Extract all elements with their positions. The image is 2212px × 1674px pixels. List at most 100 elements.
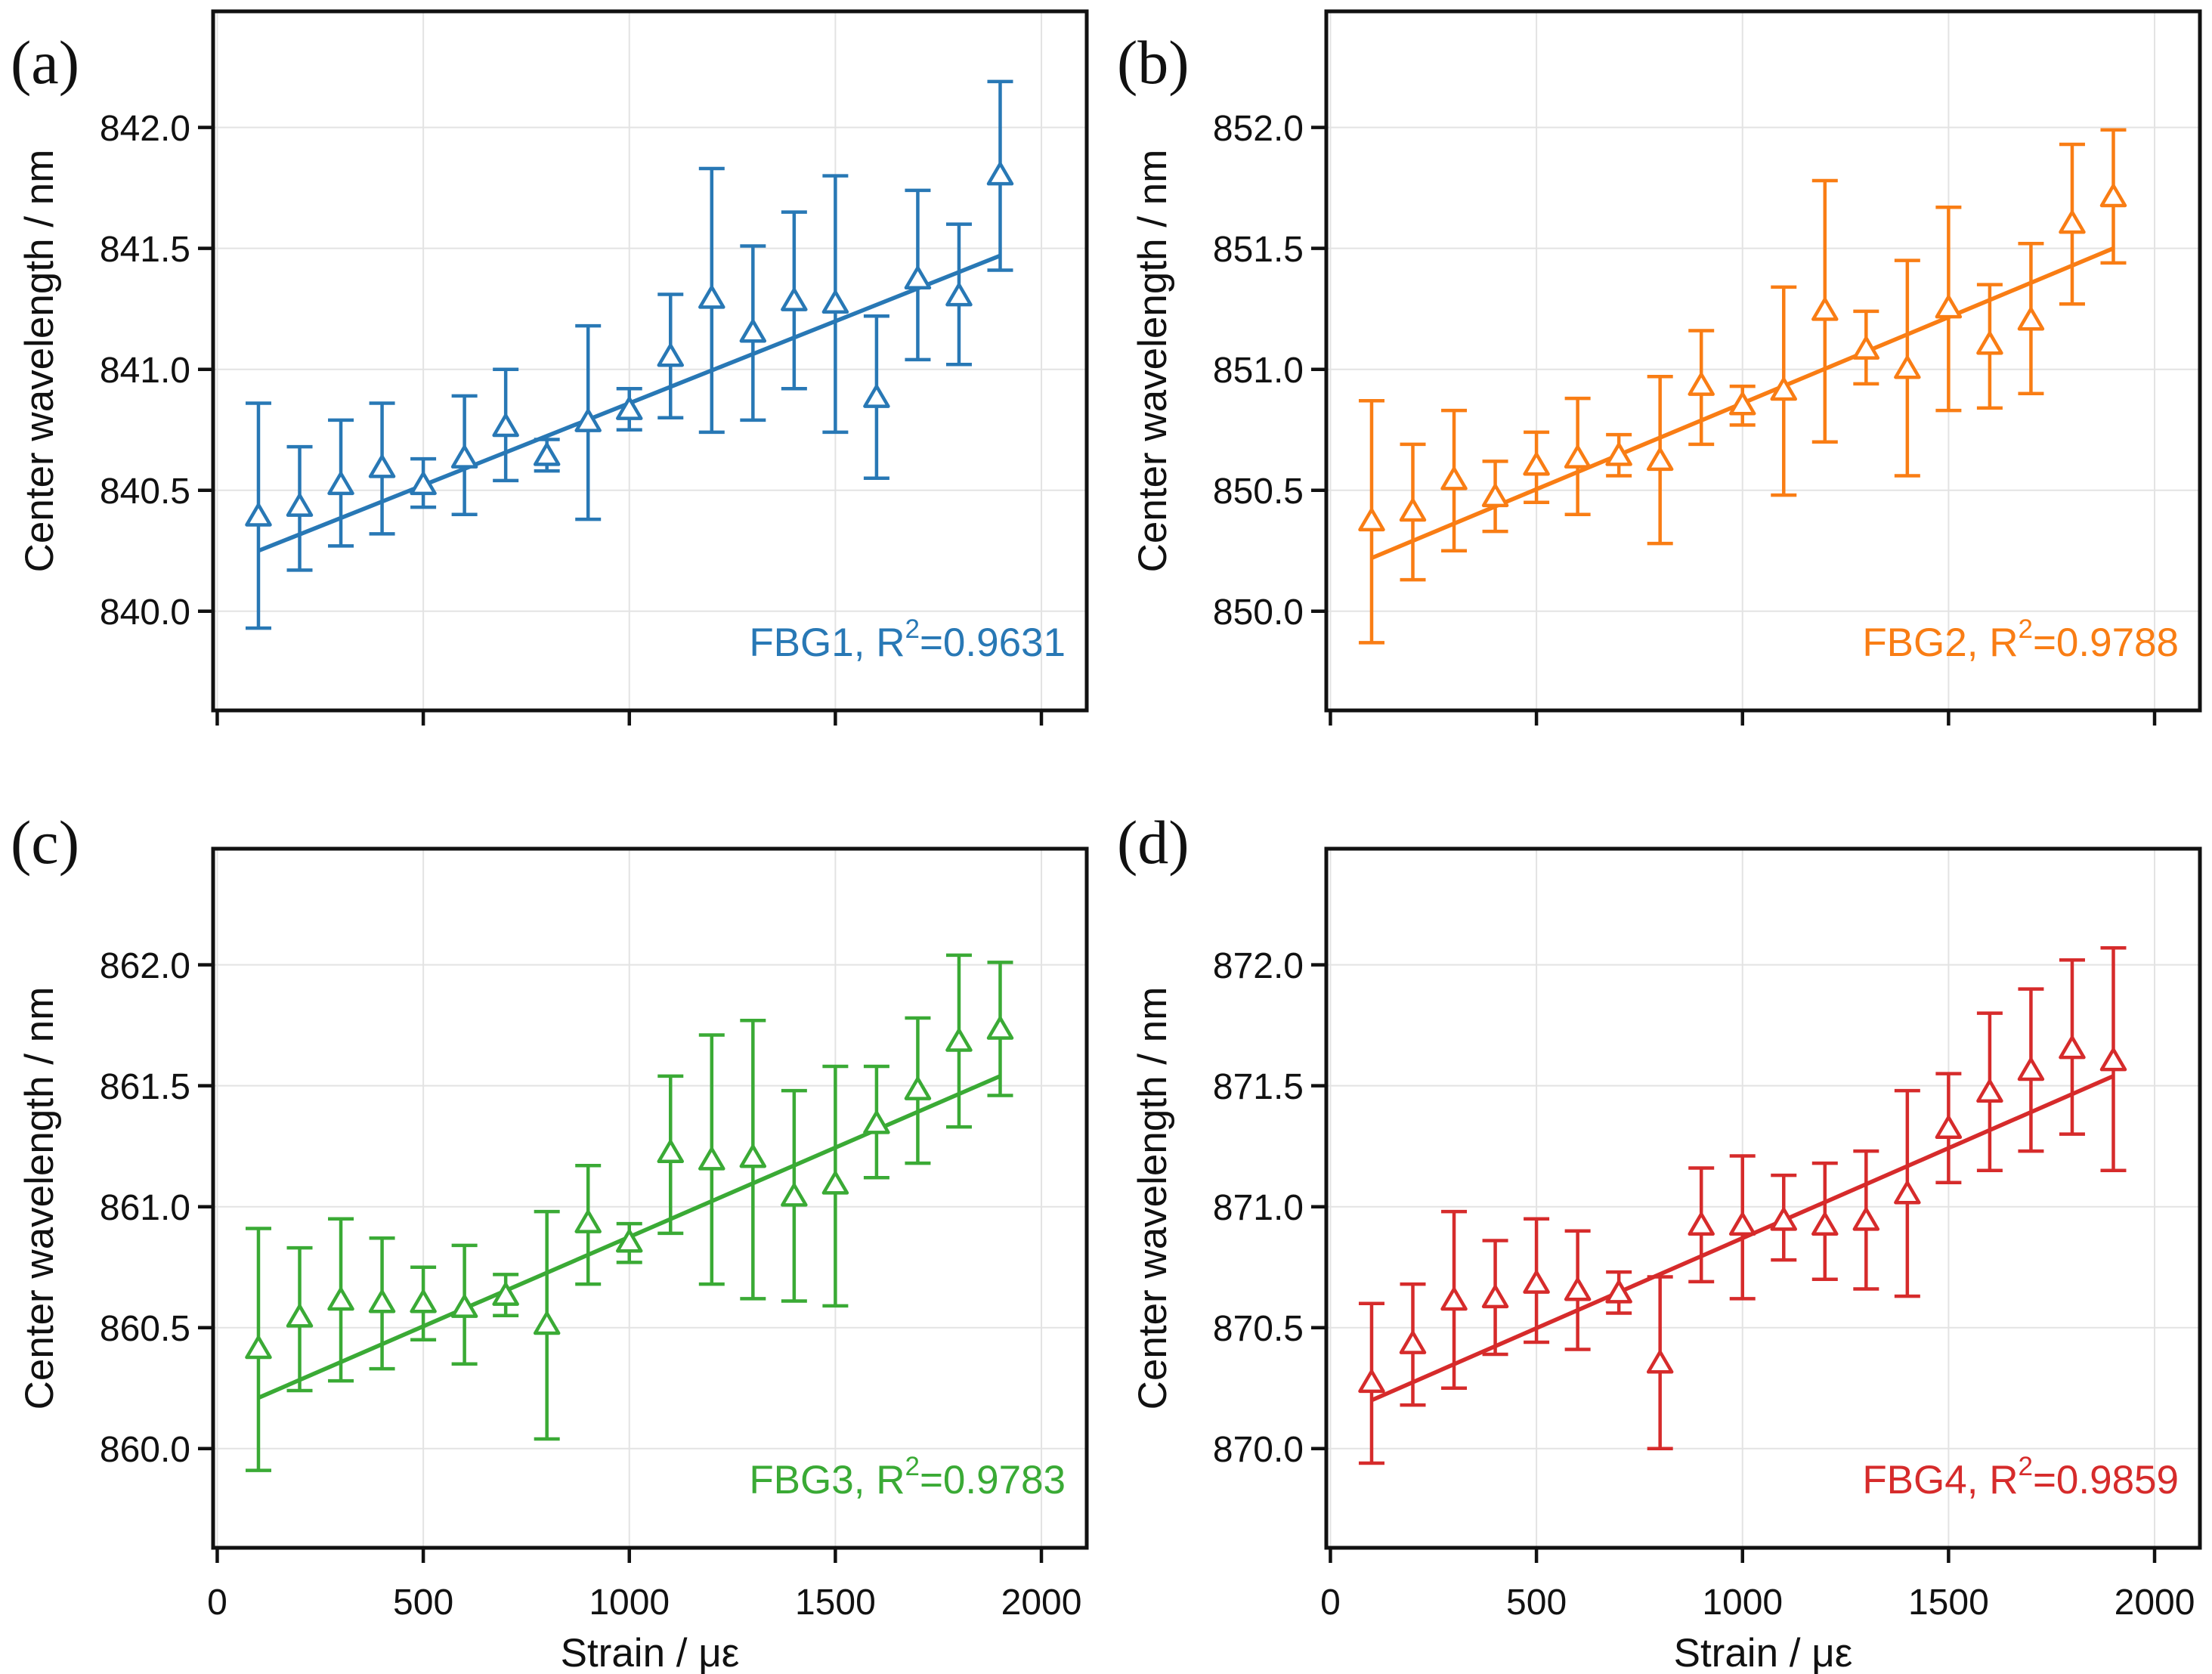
data-point-marker	[286, 1304, 314, 1328]
data-point-marker	[1935, 295, 1963, 319]
x-tick-label: 1500	[1908, 1583, 1989, 1623]
data-point-marker	[1605, 1279, 1632, 1304]
data-point-marker	[863, 384, 890, 408]
data-point-marker	[1564, 444, 1592, 469]
data-point-marker	[698, 285, 725, 309]
data-point-marker	[368, 1289, 396, 1314]
data-point-marker	[739, 319, 767, 343]
data-point-marker	[1440, 466, 1468, 490]
data-point-marker	[615, 396, 643, 420]
y-tick-label: 851.0	[1213, 351, 1304, 391]
r-squared-annotation: FBG3, R2=0.9783	[749, 1452, 1066, 1502]
data-point-marker	[986, 1016, 1014, 1040]
y-tick-label: 841.5	[100, 230, 190, 270]
data-point-marker	[1728, 1212, 1756, 1236]
data-point-marker	[1894, 355, 1921, 379]
data-point-marker	[1564, 1277, 1592, 1301]
data-point-marker	[657, 343, 685, 367]
data-point-marker	[1523, 452, 1550, 476]
panel-letter-d: (d)	[1117, 808, 1190, 877]
data-point-marker	[2059, 210, 2086, 234]
y-tick-label: 860.0	[100, 1430, 190, 1470]
y-tick-label: 870.0	[1213, 1430, 1304, 1470]
data-point-marker	[1399, 1330, 1427, 1354]
data-point-marker	[2017, 1057, 2045, 1081]
x-tick-label: 1000	[1702, 1583, 1783, 1623]
y-tick-label: 862.0	[100, 946, 190, 986]
data-point-marker	[245, 503, 272, 527]
data-point-marker	[657, 1140, 685, 1164]
y-tick-label: 850.0	[1213, 593, 1304, 633]
data-point-marker	[821, 1171, 849, 1195]
data-point-marker	[327, 1287, 354, 1311]
data-point-marker	[904, 266, 932, 290]
data-point-marker	[1605, 442, 1632, 466]
data-point-marker	[1935, 1115, 1963, 1140]
y-tick-label: 841.0	[100, 351, 190, 391]
data-point-marker	[245, 1335, 272, 1360]
data-point-marker	[1358, 508, 1385, 532]
data-point-marker	[1811, 1212, 1839, 1236]
data-point-marker	[1852, 1207, 1880, 1231]
y-axis-title: Center wavelength / nm	[17, 150, 62, 573]
data-point-marker	[327, 472, 354, 496]
y-tick-label: 870.5	[1213, 1309, 1304, 1349]
data-point-marker	[1976, 331, 2003, 355]
y-axis-title: Center wavelength / nm	[1131, 987, 1175, 1410]
x-tick-label: 0	[207, 1583, 227, 1623]
data-point-marker	[1523, 1270, 1550, 1294]
x-tick-label: 500	[1506, 1583, 1567, 1623]
data-point-marker	[2059, 1035, 2086, 1060]
panel-letter-c: (c)	[11, 808, 80, 877]
x-tick-label: 2000	[1001, 1583, 1082, 1623]
data-point-marker	[1894, 1180, 1921, 1205]
data-point-marker	[781, 287, 808, 311]
data-point-marker	[698, 1146, 725, 1171]
y-tick-label: 850.5	[1213, 472, 1304, 512]
data-point-marker	[945, 283, 973, 307]
plot-frame	[1324, 846, 2202, 1550]
data-point-marker	[410, 1289, 437, 1314]
data-point-marker	[1646, 447, 1674, 472]
plot-frame	[1324, 9, 2202, 713]
y-tick-label: 860.5	[100, 1309, 190, 1349]
data-point-marker	[781, 1183, 808, 1207]
data-point-marker	[904, 1076, 932, 1100]
data-point-marker	[1811, 297, 1839, 321]
data-point-marker	[450, 444, 478, 469]
data-point-marker	[2099, 184, 2127, 208]
r-squared-annotation: FBG2, R2=0.9788	[1862, 614, 2179, 665]
data-point-marker	[1646, 1350, 1674, 1374]
data-point-marker	[945, 1028, 973, 1052]
data-point-marker	[1728, 391, 1756, 416]
data-point-marker	[410, 472, 437, 496]
y-tick-label: 871.5	[1213, 1067, 1304, 1107]
y-tick-label: 872.0	[1213, 946, 1304, 986]
r-squared-annotation: FBG1, R2=0.9631	[749, 614, 1066, 665]
data-point-marker	[492, 413, 519, 438]
panel-letter-a: (a)	[11, 28, 80, 97]
x-tick-label: 1000	[589, 1583, 670, 1623]
data-point-marker	[286, 493, 314, 517]
data-point-marker	[533, 442, 561, 466]
y-tick-label: 852.0	[1213, 109, 1304, 149]
y-tick-label: 851.5	[1213, 230, 1304, 270]
x-tick-label: 2000	[2115, 1583, 2195, 1623]
fit-line	[1370, 1074, 2115, 1403]
y-tick-label: 861.5	[100, 1067, 190, 1107]
data-point-marker	[615, 1229, 643, 1253]
data-point-marker	[2017, 307, 2045, 331]
panel-letter-b: (b)	[1117, 28, 1190, 97]
y-tick-label: 871.0	[1213, 1188, 1304, 1228]
data-point-marker	[1481, 484, 1509, 508]
data-point-marker	[1358, 1369, 1385, 1394]
data-point-marker	[986, 162, 1014, 186]
y-tick-label: 840.0	[100, 593, 190, 633]
data-point-marker	[492, 1282, 519, 1306]
data-point-marker	[1481, 1285, 1509, 1309]
plot-frame	[211, 9, 1089, 713]
data-point-marker	[1770, 1207, 1798, 1231]
data-point-marker	[1688, 372, 1715, 396]
r-squared-annotation: FBG4, R2=0.9859	[1862, 1452, 2179, 1502]
y-tick-label: 840.5	[100, 472, 190, 512]
